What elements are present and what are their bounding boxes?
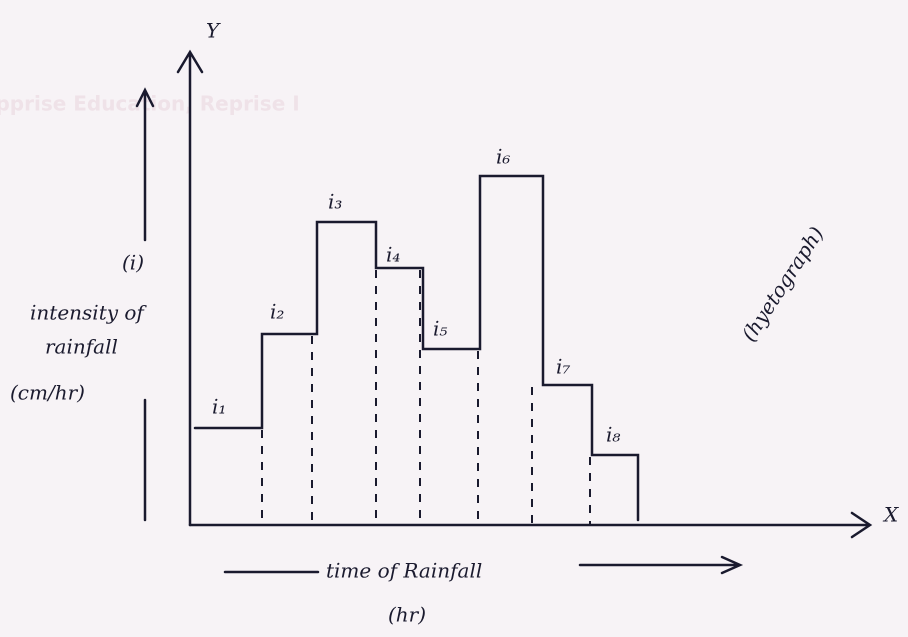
bar-dividers: [262, 270, 590, 525]
y-label-symbol: (i): [122, 251, 144, 275]
bar-label: i₂: [270, 300, 284, 324]
y-label-line: rainfall: [45, 335, 118, 359]
annotation: (hyetograph): [737, 222, 829, 346]
bar-label: i₈: [606, 423, 620, 447]
watermark: Apprise Education, Reprise I: [0, 92, 300, 116]
x-label-arrow: [225, 557, 740, 573]
bar-label: i₅: [433, 317, 447, 341]
bar-label: i₃: [328, 190, 342, 214]
y-axis: [178, 52, 202, 525]
y-label-line: (cm/hr): [10, 381, 85, 405]
hyetograph-diagram: Apprise Education, Reprise I Y X i₁ i₂ i…: [0, 0, 908, 637]
bar-label: i₁: [212, 395, 226, 419]
bar-label: i₆: [496, 145, 510, 169]
y-label-line: intensity of: [30, 301, 147, 325]
x-axis-symbol: X: [882, 503, 899, 527]
bar-label: i₇: [556, 355, 570, 379]
y-axis-symbol: Y: [206, 19, 221, 43]
x-label-unit: (hr): [388, 603, 426, 627]
x-axis: [190, 513, 870, 537]
bar-label: i₄: [386, 243, 400, 267]
x-label: time of Rainfall: [326, 559, 482, 583]
